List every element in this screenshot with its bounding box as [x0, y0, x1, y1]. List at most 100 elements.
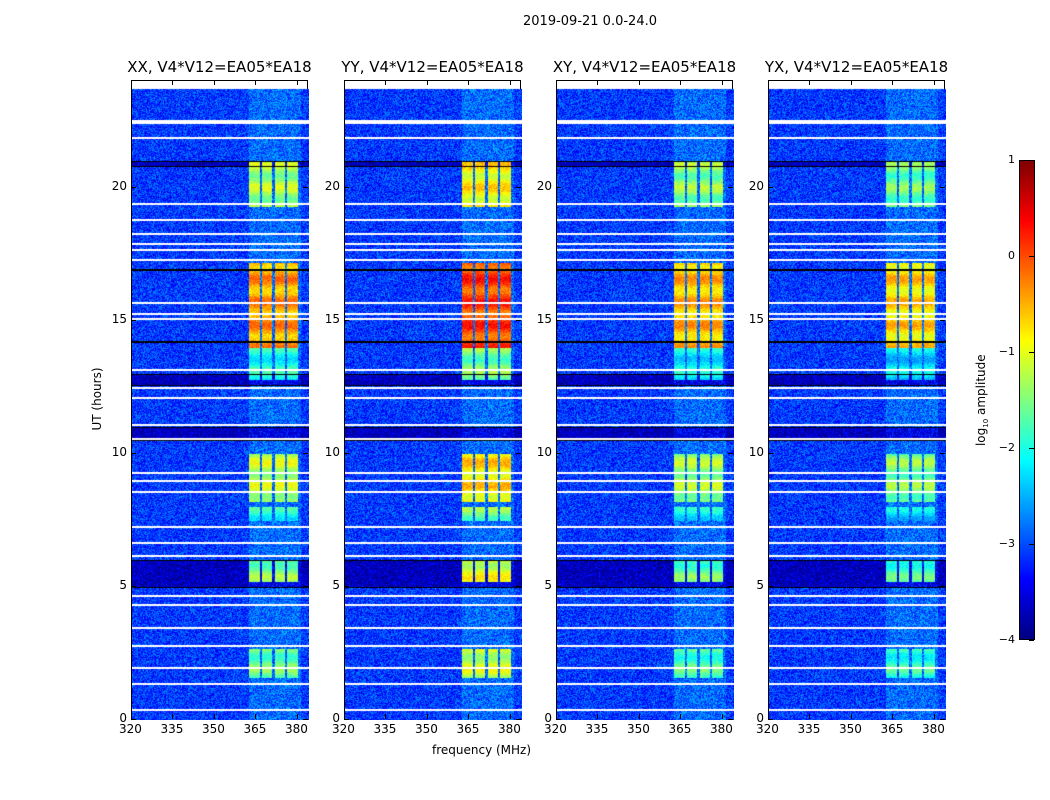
spectrogram-image: [557, 81, 734, 720]
x-tick-label: 320: [332, 722, 355, 736]
y-tick: [556, 186, 561, 188]
y-tick: [303, 186, 308, 188]
y-tick: [344, 186, 349, 188]
x-tick: [892, 714, 894, 719]
y-tick-label: 15: [748, 311, 764, 326]
x-tick: [933, 714, 935, 719]
x-tick: [721, 80, 723, 85]
figure-title: 2019-09-21 0.0-24.0: [523, 14, 657, 29]
x-tick: [638, 80, 640, 85]
x-tick: [468, 714, 470, 719]
x-tick: [131, 80, 132, 85]
x-tick: [426, 714, 428, 719]
colorbar-label: log10 amplitude: [974, 350, 990, 450]
y-tick: [940, 719, 945, 720]
x-tick-label: 350: [838, 722, 862, 736]
y-tick: [344, 319, 349, 321]
y-tick-label: 5: [756, 577, 764, 592]
x-tick-label: 365: [668, 722, 692, 736]
y-tick-label: 10: [324, 444, 340, 459]
x-tick: [344, 80, 345, 85]
colorbar: [1019, 160, 1035, 640]
y-tick-label: 20: [748, 178, 764, 193]
y-tick: [344, 719, 349, 720]
x-tick-label: 320: [119, 722, 142, 736]
y-tick: [131, 186, 136, 188]
x-tick: [933, 80, 935, 85]
x-tick: [131, 714, 132, 719]
y-tick: [131, 585, 136, 587]
y-tick: [556, 452, 561, 454]
x-tick: [556, 80, 557, 85]
x-tick-label: 320: [544, 722, 567, 736]
y-tick: [556, 585, 561, 587]
x-tick: [255, 80, 257, 85]
y-tick: [516, 585, 521, 587]
colorbar-tick-label: −1: [998, 345, 1015, 358]
panel-title: XX, V4*V12=EA05*EA18: [127, 58, 312, 76]
x-tick-label: 380: [709, 722, 733, 736]
y-tick: [728, 585, 733, 587]
colorbar-tick-label: −3: [998, 537, 1015, 550]
spectrogram-image: [132, 81, 309, 720]
y-tick: [303, 319, 308, 321]
y-tick: [131, 319, 136, 321]
y-tick-label: 15: [111, 311, 127, 326]
panel-title: YY, V4*V12=EA05*EA18: [341, 58, 524, 76]
x-tick: [768, 80, 769, 85]
x-tick: [850, 714, 852, 719]
y-tick-label: 10: [111, 444, 127, 459]
y-tick: [131, 452, 136, 454]
y-tick: [768, 319, 773, 321]
x-tick: [385, 80, 387, 85]
x-tick: [509, 80, 511, 85]
x-tick: [426, 80, 428, 85]
y-tick: [940, 186, 945, 188]
x-tick-label: 350: [626, 722, 650, 736]
y-tick-label: 10: [536, 444, 552, 459]
y-tick-label: 0: [332, 711, 340, 725]
y-tick-label: 0: [119, 711, 127, 725]
panel-title: XY, V4*V12=EA05*EA18: [552, 58, 737, 76]
y-tick-label: 5: [119, 577, 127, 592]
x-tick: [213, 80, 215, 85]
colorbar-tick: [1029, 544, 1034, 545]
y-tick-label: 20: [324, 178, 340, 193]
y-tick-label: 5: [544, 577, 552, 592]
y-tick-label: 5: [332, 577, 340, 592]
y-tick: [768, 719, 773, 720]
y-tick: [556, 319, 561, 321]
y-tick-label: 20: [536, 178, 552, 193]
y-tick: [344, 585, 349, 587]
x-tick: [892, 80, 894, 85]
y-tick: [768, 452, 773, 454]
x-tick-label: 335: [373, 722, 397, 736]
y-tick: [303, 585, 308, 587]
x-tick: [296, 714, 298, 719]
x-tick-label: 350: [414, 722, 438, 736]
y-tick: [768, 585, 773, 587]
x-tick: [556, 714, 557, 719]
x-tick: [172, 714, 174, 719]
spectrogram-panel: [556, 80, 734, 720]
x-tick: [385, 714, 387, 719]
x-tick: [768, 714, 769, 719]
spectrogram-panel: [344, 80, 522, 720]
x-tick: [850, 80, 852, 85]
spectrogram-image: [769, 81, 946, 720]
y-tick: [131, 719, 136, 720]
x-tick: [597, 80, 599, 85]
x-axis-label: frequency (MHz): [432, 743, 532, 757]
x-tick: [296, 80, 298, 85]
x-tick-label: 350: [201, 722, 225, 736]
y-tick: [303, 452, 308, 454]
y-tick-label: 0: [756, 711, 764, 725]
cb-label-sub: 10: [982, 418, 991, 428]
x-tick-label: 365: [456, 722, 480, 736]
x-tick: [680, 714, 682, 719]
x-tick-label: 320: [756, 722, 779, 736]
y-tick: [940, 585, 945, 587]
x-tick-label: 380: [284, 722, 308, 736]
y-tick: [728, 719, 733, 720]
y-tick: [768, 186, 773, 188]
